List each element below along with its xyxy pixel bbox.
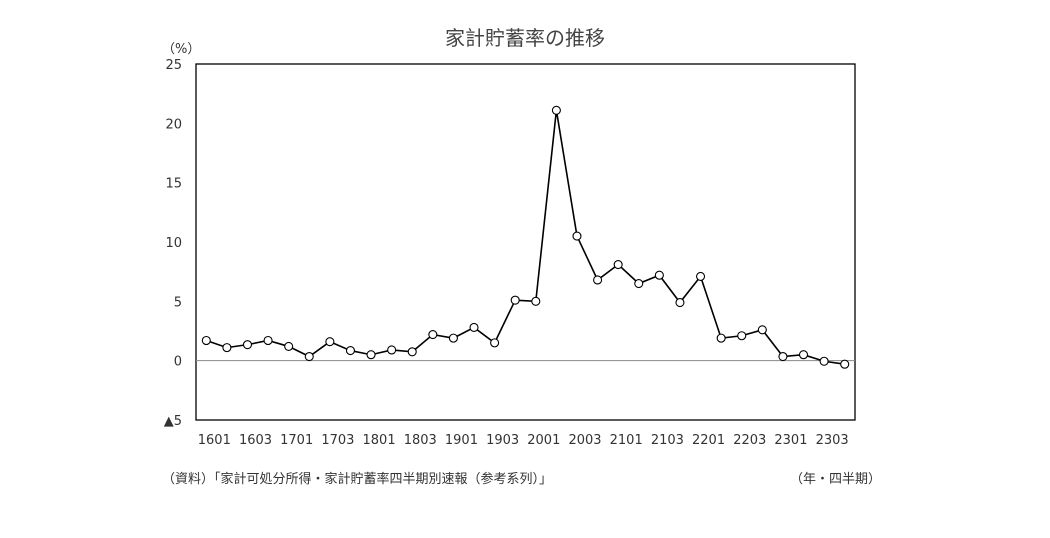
data-point bbox=[407, 347, 417, 357]
data-point bbox=[654, 270, 664, 280]
x-tick-label: 2003 bbox=[568, 433, 601, 448]
data-point bbox=[366, 350, 376, 360]
data-point bbox=[469, 322, 479, 332]
data-point bbox=[345, 346, 356, 356]
data-point bbox=[840, 359, 850, 369]
data-point bbox=[798, 350, 809, 360]
x-tick-label: 2303 bbox=[816, 433, 849, 448]
data-point bbox=[593, 275, 603, 285]
x-tick-label: 1801 bbox=[363, 433, 396, 448]
data-point bbox=[737, 331, 747, 341]
x-tick-label: 1703 bbox=[321, 433, 354, 448]
data-point bbox=[716, 333, 726, 343]
x-axis-unit: （年・四半期） bbox=[790, 472, 882, 487]
y-tick-label: 20 bbox=[165, 117, 182, 132]
data-point bbox=[242, 340, 253, 350]
data-point bbox=[695, 271, 706, 281]
data-point bbox=[490, 338, 500, 348]
data-point bbox=[778, 351, 788, 362]
data-point bbox=[819, 356, 829, 366]
x-tick-label: 1901 bbox=[445, 433, 478, 448]
x-tick-label: 1701 bbox=[280, 433, 313, 448]
data-point bbox=[222, 343, 232, 353]
data-point bbox=[613, 259, 623, 270]
data-point bbox=[757, 325, 767, 335]
y-tick-label: ▲5 bbox=[164, 414, 182, 429]
x-tick-label: 1803 bbox=[404, 433, 437, 448]
data-point bbox=[572, 231, 582, 241]
x-tick-label: 2001 bbox=[527, 433, 560, 448]
chart-title: 家計貯蓄率の推移 bbox=[445, 26, 605, 50]
x-tick-label: 2301 bbox=[774, 433, 807, 448]
data-point bbox=[448, 333, 458, 343]
data-point bbox=[387, 345, 397, 355]
data-point bbox=[263, 335, 273, 346]
plot-area bbox=[195, 63, 856, 421]
y-tick-label: 10 bbox=[165, 236, 182, 251]
y-tick-label: 5 bbox=[174, 295, 182, 310]
x-tick-label: 1603 bbox=[239, 433, 272, 448]
x-tick-label: 2103 bbox=[651, 433, 684, 448]
data-point bbox=[510, 295, 520, 305]
x-tick-label: 2203 bbox=[733, 433, 766, 448]
y-tick-label: 0 bbox=[174, 355, 182, 370]
series-line bbox=[206, 110, 845, 366]
x-tick-label: 2101 bbox=[610, 433, 643, 448]
x-tick-label: 1903 bbox=[486, 433, 519, 448]
x-tick-label: 2201 bbox=[692, 433, 725, 448]
source-note: （資料）「家計可処分所得・家計貯蓄率四半期別速報（参考系列）」 bbox=[162, 472, 553, 487]
data-point bbox=[304, 351, 314, 362]
data-point bbox=[551, 105, 561, 115]
y-tick-label: 25 bbox=[165, 58, 182, 73]
data-point bbox=[284, 341, 294, 351]
data-point bbox=[325, 337, 335, 347]
data-point bbox=[531, 296, 541, 306]
data-point bbox=[428, 330, 438, 340]
data-point bbox=[675, 297, 685, 308]
y-axis-unit: （%） bbox=[162, 42, 201, 57]
data-point bbox=[201, 335, 211, 346]
data-point bbox=[634, 278, 644, 289]
x-tick-label: 1601 bbox=[198, 433, 231, 448]
y-tick-label: 15 bbox=[165, 177, 182, 192]
